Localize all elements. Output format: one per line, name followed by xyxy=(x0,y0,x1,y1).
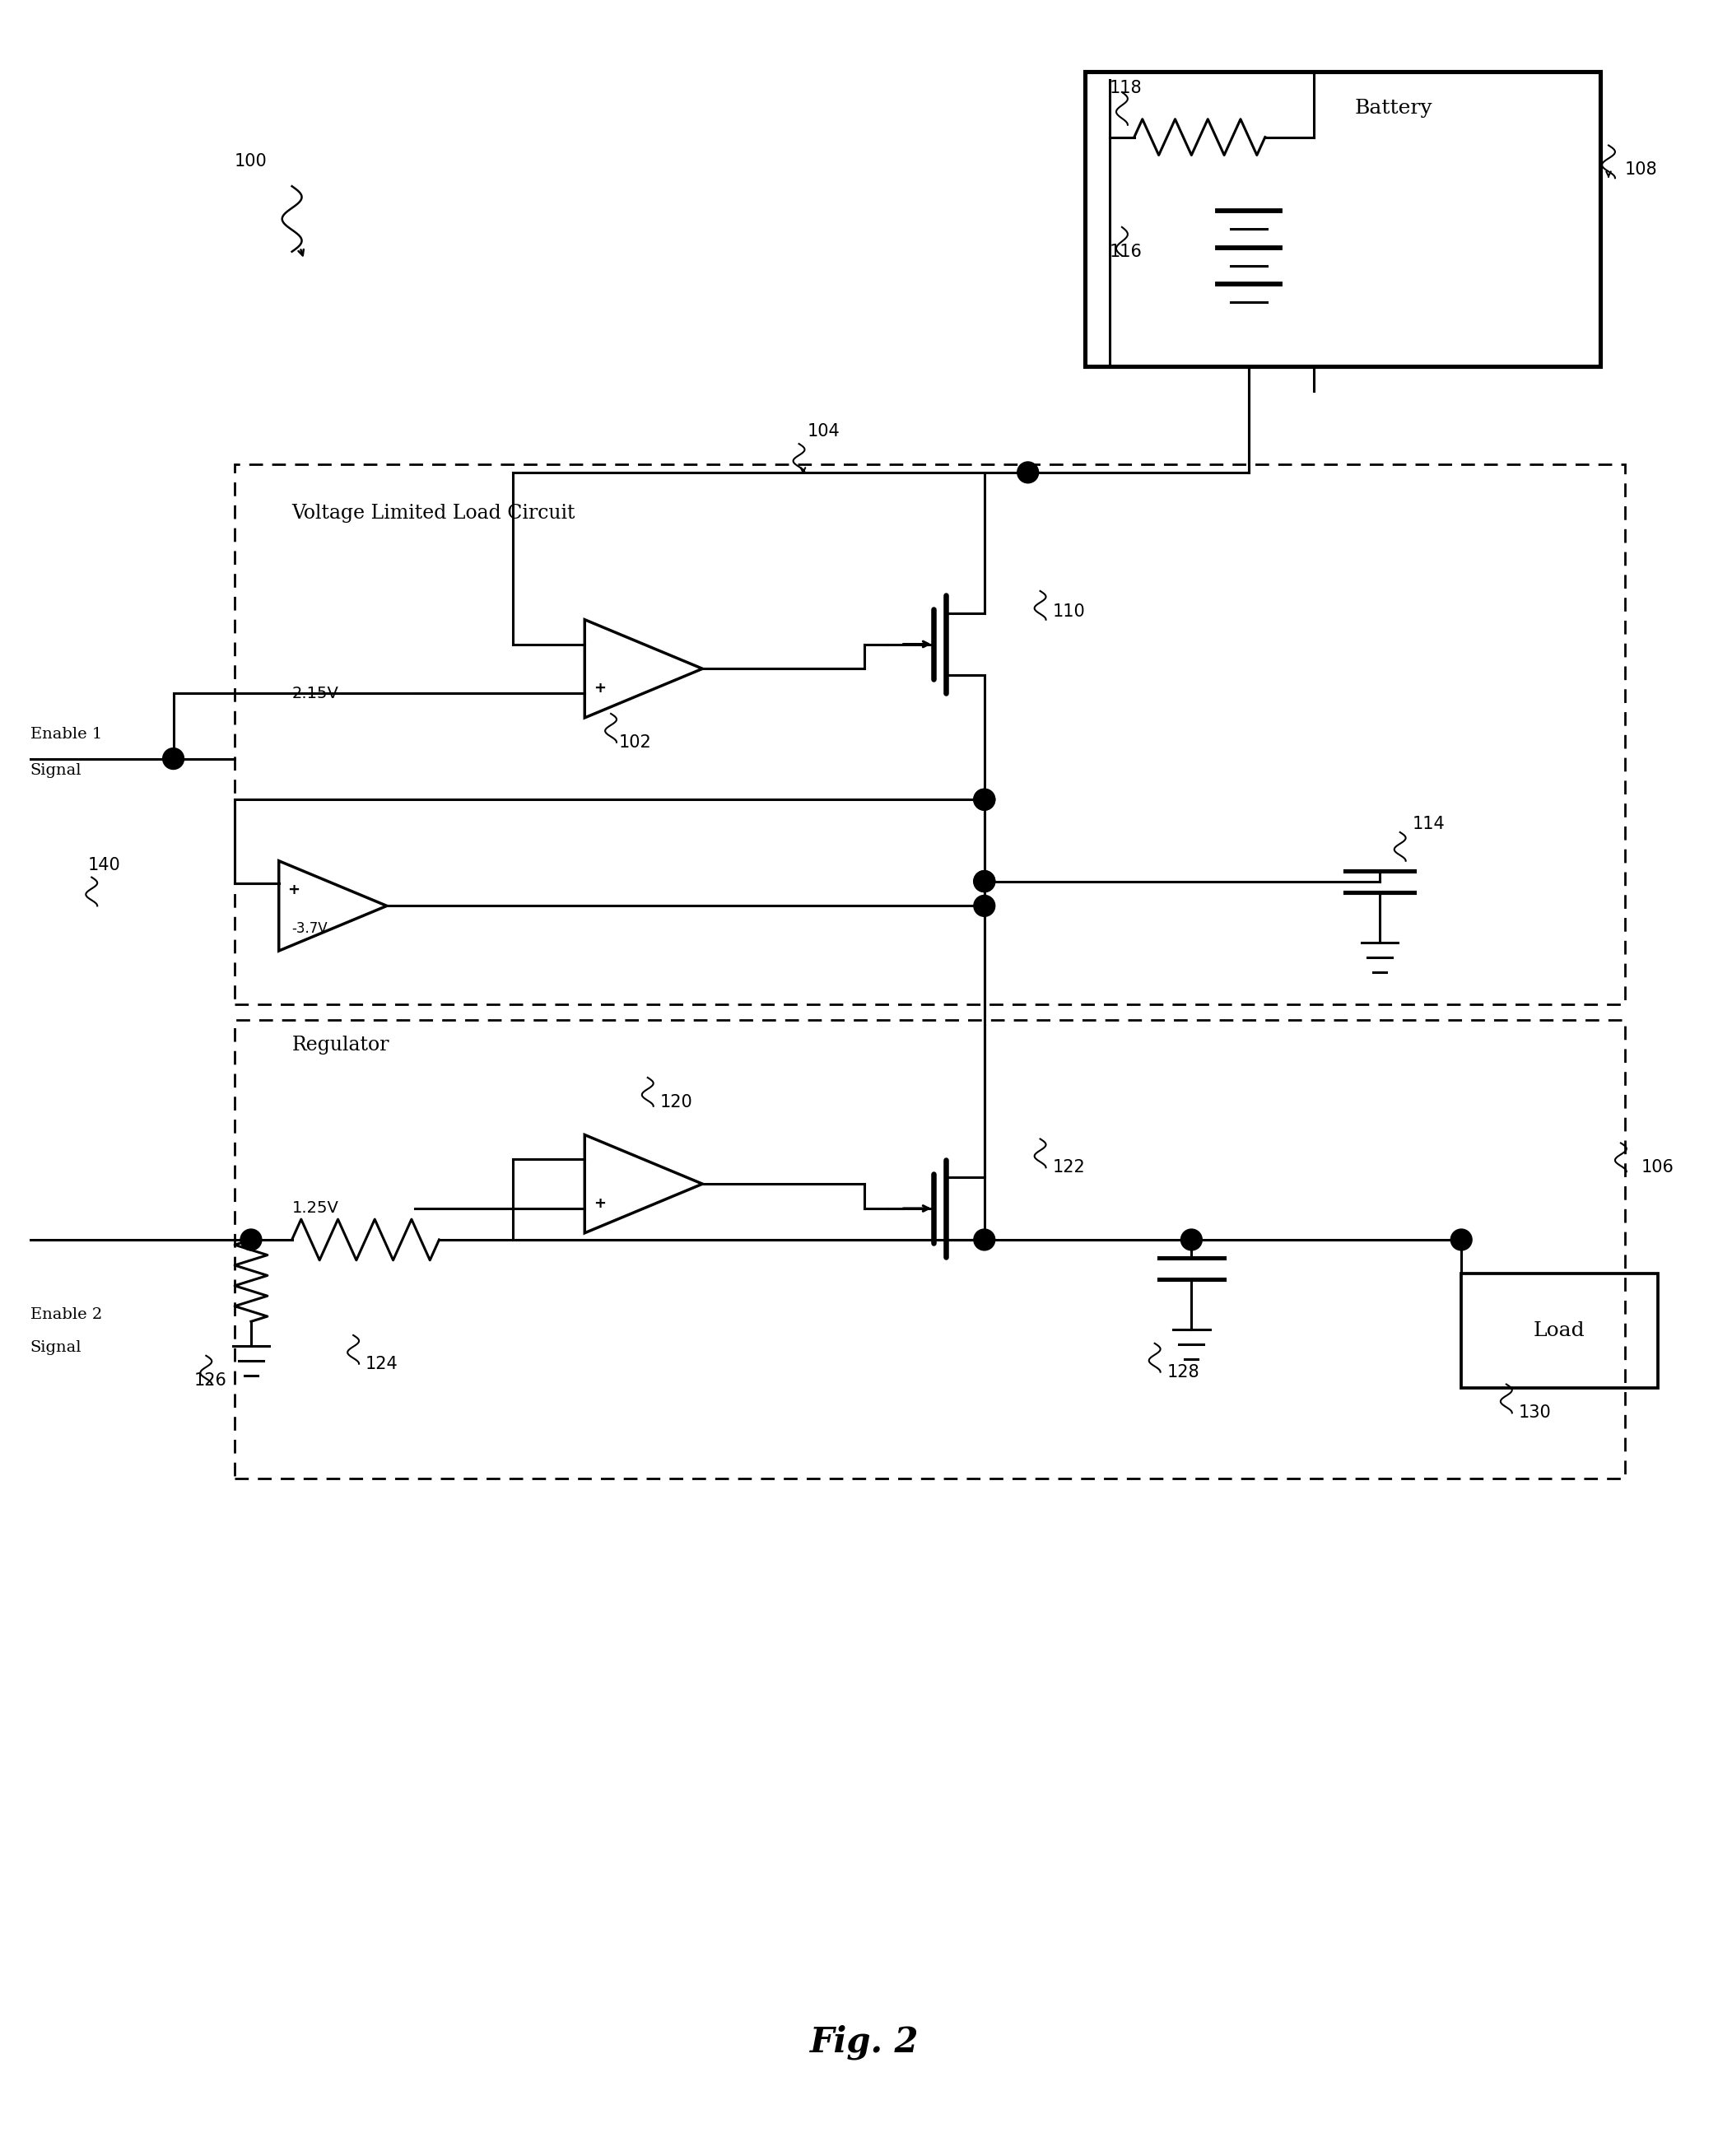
Text: 2.15V: 2.15V xyxy=(293,686,339,701)
Bar xyxy=(236,464,1625,1005)
Text: Fig. 2: Fig. 2 xyxy=(811,2024,920,2061)
Circle shape xyxy=(1451,1229,1472,1250)
Text: Signal: Signal xyxy=(29,1341,81,1354)
Text: Enable 2: Enable 2 xyxy=(29,1307,102,1322)
Text: 114: 114 xyxy=(1412,815,1444,832)
Text: +: + xyxy=(288,882,300,897)
Text: -3.7V: -3.7V xyxy=(293,921,327,936)
Text: 140: 140 xyxy=(88,856,120,873)
Circle shape xyxy=(973,871,994,893)
Text: 1.25V: 1.25V xyxy=(293,1201,339,1216)
Text: 108: 108 xyxy=(1625,162,1658,179)
Text: 120: 120 xyxy=(660,1093,693,1110)
Text: 128: 128 xyxy=(1167,1365,1200,1380)
Circle shape xyxy=(973,789,994,811)
Text: Enable 1: Enable 1 xyxy=(29,727,102,742)
Bar xyxy=(1086,71,1600,367)
Text: 122: 122 xyxy=(1053,1160,1086,1175)
Text: 106: 106 xyxy=(1642,1160,1675,1175)
Text: 130: 130 xyxy=(1519,1406,1552,1421)
Text: +: + xyxy=(594,1197,606,1212)
Bar xyxy=(236,1020,1625,1479)
Text: Regulator: Regulator xyxy=(293,1035,390,1054)
Text: Load: Load xyxy=(1533,1322,1585,1341)
Text: 100: 100 xyxy=(236,153,267,170)
Circle shape xyxy=(973,1229,994,1250)
Text: 116: 116 xyxy=(1110,244,1143,261)
Circle shape xyxy=(1181,1229,1202,1250)
Circle shape xyxy=(1017,461,1039,483)
Text: 102: 102 xyxy=(618,733,651,750)
Text: Voltage Limited Load Circuit: Voltage Limited Load Circuit xyxy=(293,505,575,522)
Circle shape xyxy=(241,1229,262,1250)
Text: Battery: Battery xyxy=(1354,99,1432,119)
Circle shape xyxy=(973,895,994,916)
Circle shape xyxy=(973,789,994,811)
Circle shape xyxy=(163,748,184,770)
Text: 110: 110 xyxy=(1053,604,1086,619)
Text: 126: 126 xyxy=(194,1371,227,1388)
Text: 104: 104 xyxy=(807,423,840,440)
Text: 118: 118 xyxy=(1110,80,1143,97)
Text: 124: 124 xyxy=(365,1356,398,1371)
Bar xyxy=(1462,1274,1658,1388)
Text: +: + xyxy=(594,681,606,696)
Circle shape xyxy=(973,871,994,893)
Text: Signal: Signal xyxy=(29,763,81,778)
